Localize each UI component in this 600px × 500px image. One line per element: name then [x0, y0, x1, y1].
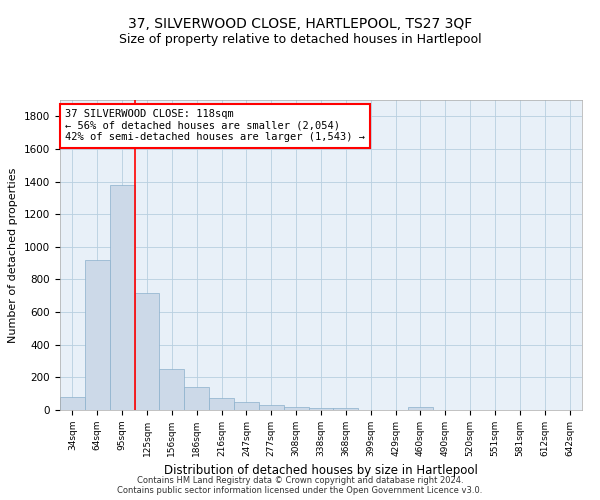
Bar	[60, 397, 85, 410]
Text: Size of property relative to detached houses in Hartlepool: Size of property relative to detached ho…	[119, 32, 481, 46]
Bar	[408, 406, 433, 410]
Bar	[259, 405, 284, 410]
Bar	[134, 292, 160, 410]
Y-axis label: Number of detached properties: Number of detached properties	[8, 168, 19, 342]
Text: 37 SILVERWOOD CLOSE: 118sqm
← 56% of detached houses are smaller (2,054)
42% of : 37 SILVERWOOD CLOSE: 118sqm ← 56% of det…	[65, 110, 365, 142]
Bar	[160, 369, 184, 410]
Text: Contains HM Land Registry data © Crown copyright and database right 2024.
Contai: Contains HM Land Registry data © Crown c…	[118, 476, 482, 495]
Bar	[209, 398, 234, 410]
Bar	[85, 260, 110, 410]
Text: 37, SILVERWOOD CLOSE, HARTLEPOOL, TS27 3QF: 37, SILVERWOOD CLOSE, HARTLEPOOL, TS27 3…	[128, 18, 472, 32]
Bar	[110, 185, 134, 410]
Bar	[184, 387, 209, 410]
Bar	[284, 406, 308, 410]
Bar	[334, 408, 358, 410]
X-axis label: Distribution of detached houses by size in Hartlepool: Distribution of detached houses by size …	[164, 464, 478, 477]
Bar	[234, 402, 259, 410]
Bar	[308, 408, 334, 410]
